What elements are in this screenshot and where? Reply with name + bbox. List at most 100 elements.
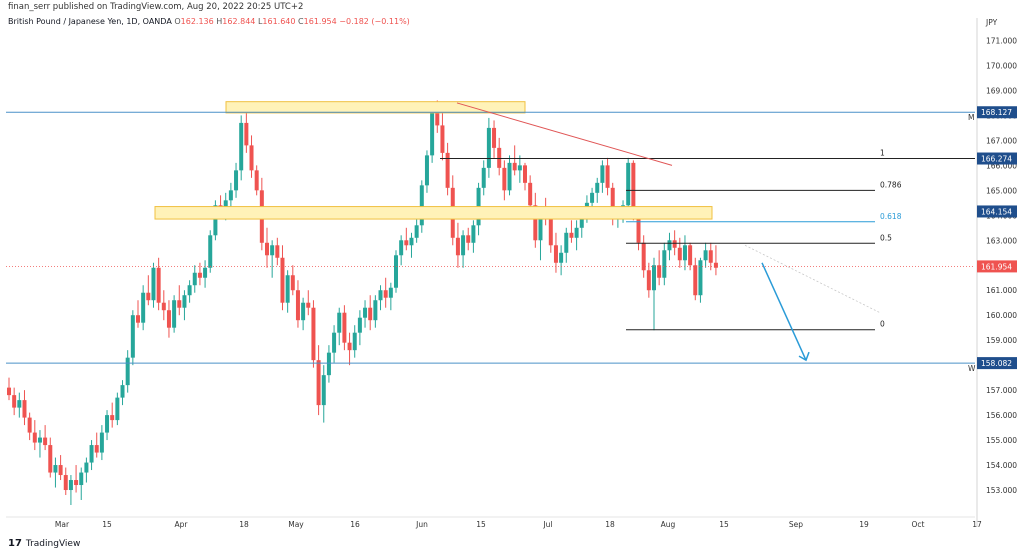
candle-body bbox=[22, 400, 27, 418]
x-tick-label: 15 bbox=[476, 520, 486, 529]
brand-name: TradingView bbox=[25, 538, 81, 549]
candle-body bbox=[12, 395, 17, 408]
candle-body bbox=[43, 437, 48, 446]
tradingview-logo-icon: 17 bbox=[8, 538, 22, 549]
level-marker-label: M bbox=[968, 113, 974, 122]
candle-body bbox=[682, 245, 687, 261]
candle-body bbox=[667, 240, 672, 251]
candle-body bbox=[352, 332, 357, 351]
candle-body bbox=[481, 167, 486, 188]
candle-body bbox=[94, 445, 99, 453]
candle-body bbox=[316, 360, 321, 406]
projection-arrow bbox=[761, 262, 807, 361]
candle-body bbox=[662, 250, 667, 278]
candle-body bbox=[110, 415, 115, 421]
x-tick-label: Jun bbox=[415, 520, 428, 529]
candle-body bbox=[507, 162, 512, 191]
candle-body bbox=[203, 267, 208, 278]
candle-body bbox=[414, 225, 419, 238]
y-tick-label: 159.000 bbox=[986, 336, 1017, 345]
candle-body bbox=[548, 217, 553, 246]
candle-body bbox=[311, 307, 316, 361]
currency-label: JPY bbox=[985, 18, 998, 27]
publish-header: finan_serr published on TradingView.com,… bbox=[8, 2, 304, 12]
candle-body bbox=[63, 475, 68, 491]
candle-body bbox=[136, 315, 140, 323]
tradingview-brand[interactable]: 17 TradingView bbox=[8, 538, 80, 549]
candle-body bbox=[430, 110, 435, 156]
candle-body bbox=[677, 247, 682, 261]
y-tick-label: 167.000 bbox=[986, 136, 1017, 145]
candle-body bbox=[486, 127, 491, 168]
x-tick-label: 17 bbox=[972, 520, 982, 529]
ohlc-low: L161.640 bbox=[257, 17, 296, 26]
candle-body bbox=[383, 290, 388, 298]
candle-body bbox=[394, 255, 398, 288]
candle-body bbox=[249, 145, 254, 171]
candle-body bbox=[172, 300, 177, 328]
candle-body bbox=[141, 292, 146, 323]
y-tick-label: 163.000 bbox=[986, 236, 1017, 245]
candle-body bbox=[564, 232, 569, 253]
y-tick-label: 156.000 bbox=[986, 411, 1017, 420]
candle-body bbox=[182, 295, 187, 308]
candle-body bbox=[130, 315, 135, 358]
candle-body bbox=[89, 445, 94, 463]
candle-body bbox=[265, 242, 269, 256]
candle-body bbox=[120, 385, 125, 398]
candle-body bbox=[17, 400, 22, 408]
candle-body bbox=[455, 237, 460, 256]
candle-body bbox=[74, 480, 79, 486]
descending-trendline bbox=[456, 102, 673, 166]
candle-body bbox=[502, 167, 507, 191]
fib-level-label: 0.618 bbox=[880, 212, 902, 221]
symbol-legend: British Pound / Japanese Yen, 1D, OANDA … bbox=[8, 17, 410, 26]
y-tick-label: 154.000 bbox=[986, 461, 1017, 470]
ohlc-high: H162.844 bbox=[216, 17, 256, 26]
candle-body bbox=[368, 307, 373, 321]
candle-body bbox=[419, 185, 424, 226]
candle-body bbox=[156, 267, 161, 303]
price-badge-label: 161.954 bbox=[981, 262, 1012, 271]
price-badge bbox=[977, 106, 1017, 119]
level-marker-label: W bbox=[968, 364, 976, 373]
candle-body bbox=[399, 240, 404, 256]
candle-body bbox=[600, 165, 605, 183]
candle-body bbox=[228, 190, 233, 201]
candle-body bbox=[208, 235, 213, 268]
candle-body bbox=[693, 265, 698, 296]
y-tick-label: 166.000 bbox=[986, 161, 1017, 170]
candle-body bbox=[326, 352, 331, 376]
candle-body bbox=[657, 265, 662, 278]
candle-body bbox=[404, 240, 409, 246]
candle-body bbox=[646, 270, 651, 291]
x-tick-label: Jul bbox=[542, 520, 552, 529]
candle-body bbox=[357, 317, 362, 333]
candle-body bbox=[378, 290, 383, 301]
candle-body bbox=[703, 250, 708, 261]
candle-body bbox=[672, 240, 677, 248]
candle-body bbox=[151, 267, 156, 301]
x-tick-label: Aug bbox=[661, 520, 676, 529]
x-tick-label: 19 bbox=[859, 520, 869, 529]
candle-body bbox=[523, 165, 527, 183]
candle-body bbox=[517, 165, 522, 171]
x-tick-label: Oct bbox=[912, 520, 925, 529]
candle-body bbox=[590, 192, 595, 203]
y-tick-label: 153.000 bbox=[986, 486, 1017, 495]
candle-body bbox=[440, 125, 445, 153]
candle-body bbox=[53, 465, 58, 473]
candle-body bbox=[497, 147, 502, 168]
x-tick-label: Sep bbox=[789, 520, 803, 529]
candle-body bbox=[48, 445, 53, 473]
candle-body bbox=[301, 302, 306, 321]
candle-body bbox=[512, 162, 517, 171]
candle-body bbox=[306, 302, 311, 308]
candle-body bbox=[197, 272, 202, 278]
candle-body bbox=[641, 242, 646, 271]
candle-body bbox=[285, 275, 290, 303]
projection-arrow-head bbox=[798, 351, 810, 362]
y-tick-label: 155.000 bbox=[986, 436, 1017, 445]
ohlc-open: O162.136 bbox=[174, 17, 214, 26]
